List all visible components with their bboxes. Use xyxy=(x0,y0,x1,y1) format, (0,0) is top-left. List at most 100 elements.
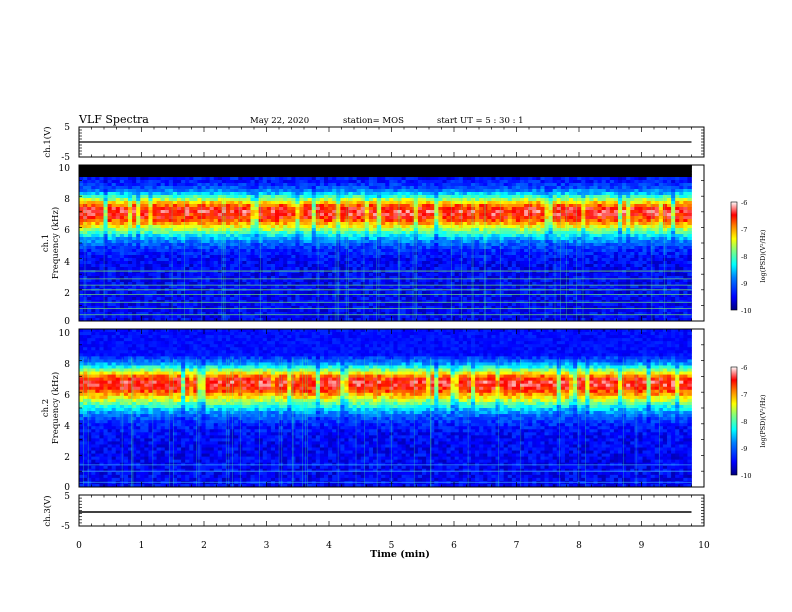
spectrogram-cell xyxy=(610,240,614,243)
spectrogram-cell xyxy=(647,249,651,252)
spectrogram-cell xyxy=(655,228,659,231)
spectrogram-cell xyxy=(267,195,271,198)
spectrogram-cell xyxy=(671,174,675,177)
spectrogram-cell xyxy=(324,237,328,240)
spectrogram-cell xyxy=(287,201,291,204)
spectrogram-cell xyxy=(675,225,679,228)
spectrogram-cell xyxy=(532,204,536,207)
spectrogram-cell xyxy=(148,213,152,216)
spectrogram-cell xyxy=(606,261,610,264)
spectrogram-cell xyxy=(524,177,528,180)
spectrogram-cell xyxy=(667,249,671,252)
spectrogram-cell xyxy=(434,198,438,201)
spectrogram-cell xyxy=(324,222,328,225)
spectrogram-cell xyxy=(475,192,479,195)
spectrogram-cell xyxy=(438,171,442,174)
spectrogram-cell xyxy=(283,213,287,216)
spectrogram-cell xyxy=(381,246,385,249)
spectrogram-cell xyxy=(671,213,675,216)
spectrogram-cell xyxy=(602,252,606,255)
spectrogram-cell xyxy=(679,234,683,237)
spectrogram-cell xyxy=(614,174,618,177)
spectrogram-cell xyxy=(99,231,103,234)
spectrogram-cell xyxy=(193,195,197,198)
spectrogram-cell xyxy=(389,186,393,189)
spectrogram-cell xyxy=(496,258,500,261)
spectrogram-cell xyxy=(210,261,214,264)
spectrogram-cell xyxy=(549,237,553,240)
spectrogram-cell xyxy=(193,198,197,201)
spectrogram-cell xyxy=(479,207,483,210)
spectrogram-cell xyxy=(594,177,598,180)
spectrogram-cell xyxy=(430,228,434,231)
spectrogram-cell xyxy=(251,222,255,225)
spectrogram-cell xyxy=(279,171,283,174)
spectrogram-cell xyxy=(667,219,671,222)
spectrogram-cell xyxy=(148,186,152,189)
spectrogram-cell xyxy=(332,225,336,228)
spectrogram-cell xyxy=(540,222,544,225)
spectrogram-cell xyxy=(577,171,581,174)
spectrogram-cell xyxy=(459,243,463,246)
spectrogram-cell xyxy=(455,219,459,222)
spectrogram-cell xyxy=(602,177,606,180)
spectrogram-cell xyxy=(238,234,242,237)
spectrogram-cell xyxy=(246,216,250,219)
spectrogram-cell xyxy=(202,183,206,186)
spectrogram-cell xyxy=(475,225,479,228)
spectrogram-cell xyxy=(643,243,647,246)
spectrogram-cell xyxy=(340,207,344,210)
spectrogram-cell xyxy=(459,237,463,240)
spectrogram-cell xyxy=(634,207,638,210)
spectrogram-cell xyxy=(614,237,618,240)
spectrogram-cell xyxy=(128,234,132,237)
spectrogram-cell xyxy=(361,201,365,204)
spectrogram-cell xyxy=(324,258,328,261)
spectrogram-cell xyxy=(120,192,124,195)
spectrogram-cell xyxy=(389,246,393,249)
spectrogram-cell xyxy=(618,207,622,210)
spectrogram-cell xyxy=(504,177,508,180)
spectrogram-cell xyxy=(287,243,291,246)
spectrogram-cell xyxy=(671,228,675,231)
spectrogram-cell xyxy=(385,249,389,252)
spectrogram-cell xyxy=(581,225,585,228)
spectrogram-cell xyxy=(540,165,544,168)
spectrogram-cell xyxy=(83,228,87,231)
spectrogram-cell xyxy=(414,240,418,243)
spectrogram-cell xyxy=(634,177,638,180)
spectrogram-cell xyxy=(434,207,438,210)
spectrogram-cell xyxy=(206,186,210,189)
spectrogram-cell xyxy=(136,177,140,180)
spectrogram-cell xyxy=(340,219,344,222)
spectrogram-cell xyxy=(340,204,344,207)
spectrogram-cell xyxy=(271,195,275,198)
spectrogram-cell xyxy=(659,180,663,183)
spectrogram-cell xyxy=(214,198,218,201)
spectrogram-cell xyxy=(234,225,238,228)
spectrogram-cell xyxy=(655,198,659,201)
spectrogram-cell xyxy=(214,225,218,228)
spectrogram-cell xyxy=(148,255,152,258)
spectrogram-cell xyxy=(328,189,332,192)
spectrogram-cell xyxy=(504,168,508,171)
spectrogram-cell xyxy=(181,216,185,219)
spectrogram-cell xyxy=(344,171,348,174)
spectrogram-cell xyxy=(585,192,589,195)
spectrogram-cell xyxy=(606,177,610,180)
spectrogram-cell xyxy=(532,243,536,246)
spectrogram-cell xyxy=(251,180,255,183)
spectrogram-cell xyxy=(193,192,197,195)
spectrogram-cell xyxy=(418,249,422,252)
spectrogram-cell xyxy=(577,249,581,252)
spectrogram-cell xyxy=(643,219,647,222)
spectrogram-cell xyxy=(112,237,116,240)
spectrogram-cell xyxy=(165,180,169,183)
spectrogram-cell xyxy=(283,234,287,237)
spectrogram-cell xyxy=(99,261,103,264)
spectrogram-cell xyxy=(185,252,189,255)
spectrogram-cell xyxy=(422,240,426,243)
spectrogram-cell xyxy=(344,189,348,192)
spectrogram-cell xyxy=(414,168,418,171)
spectrogram-cell xyxy=(193,216,197,219)
